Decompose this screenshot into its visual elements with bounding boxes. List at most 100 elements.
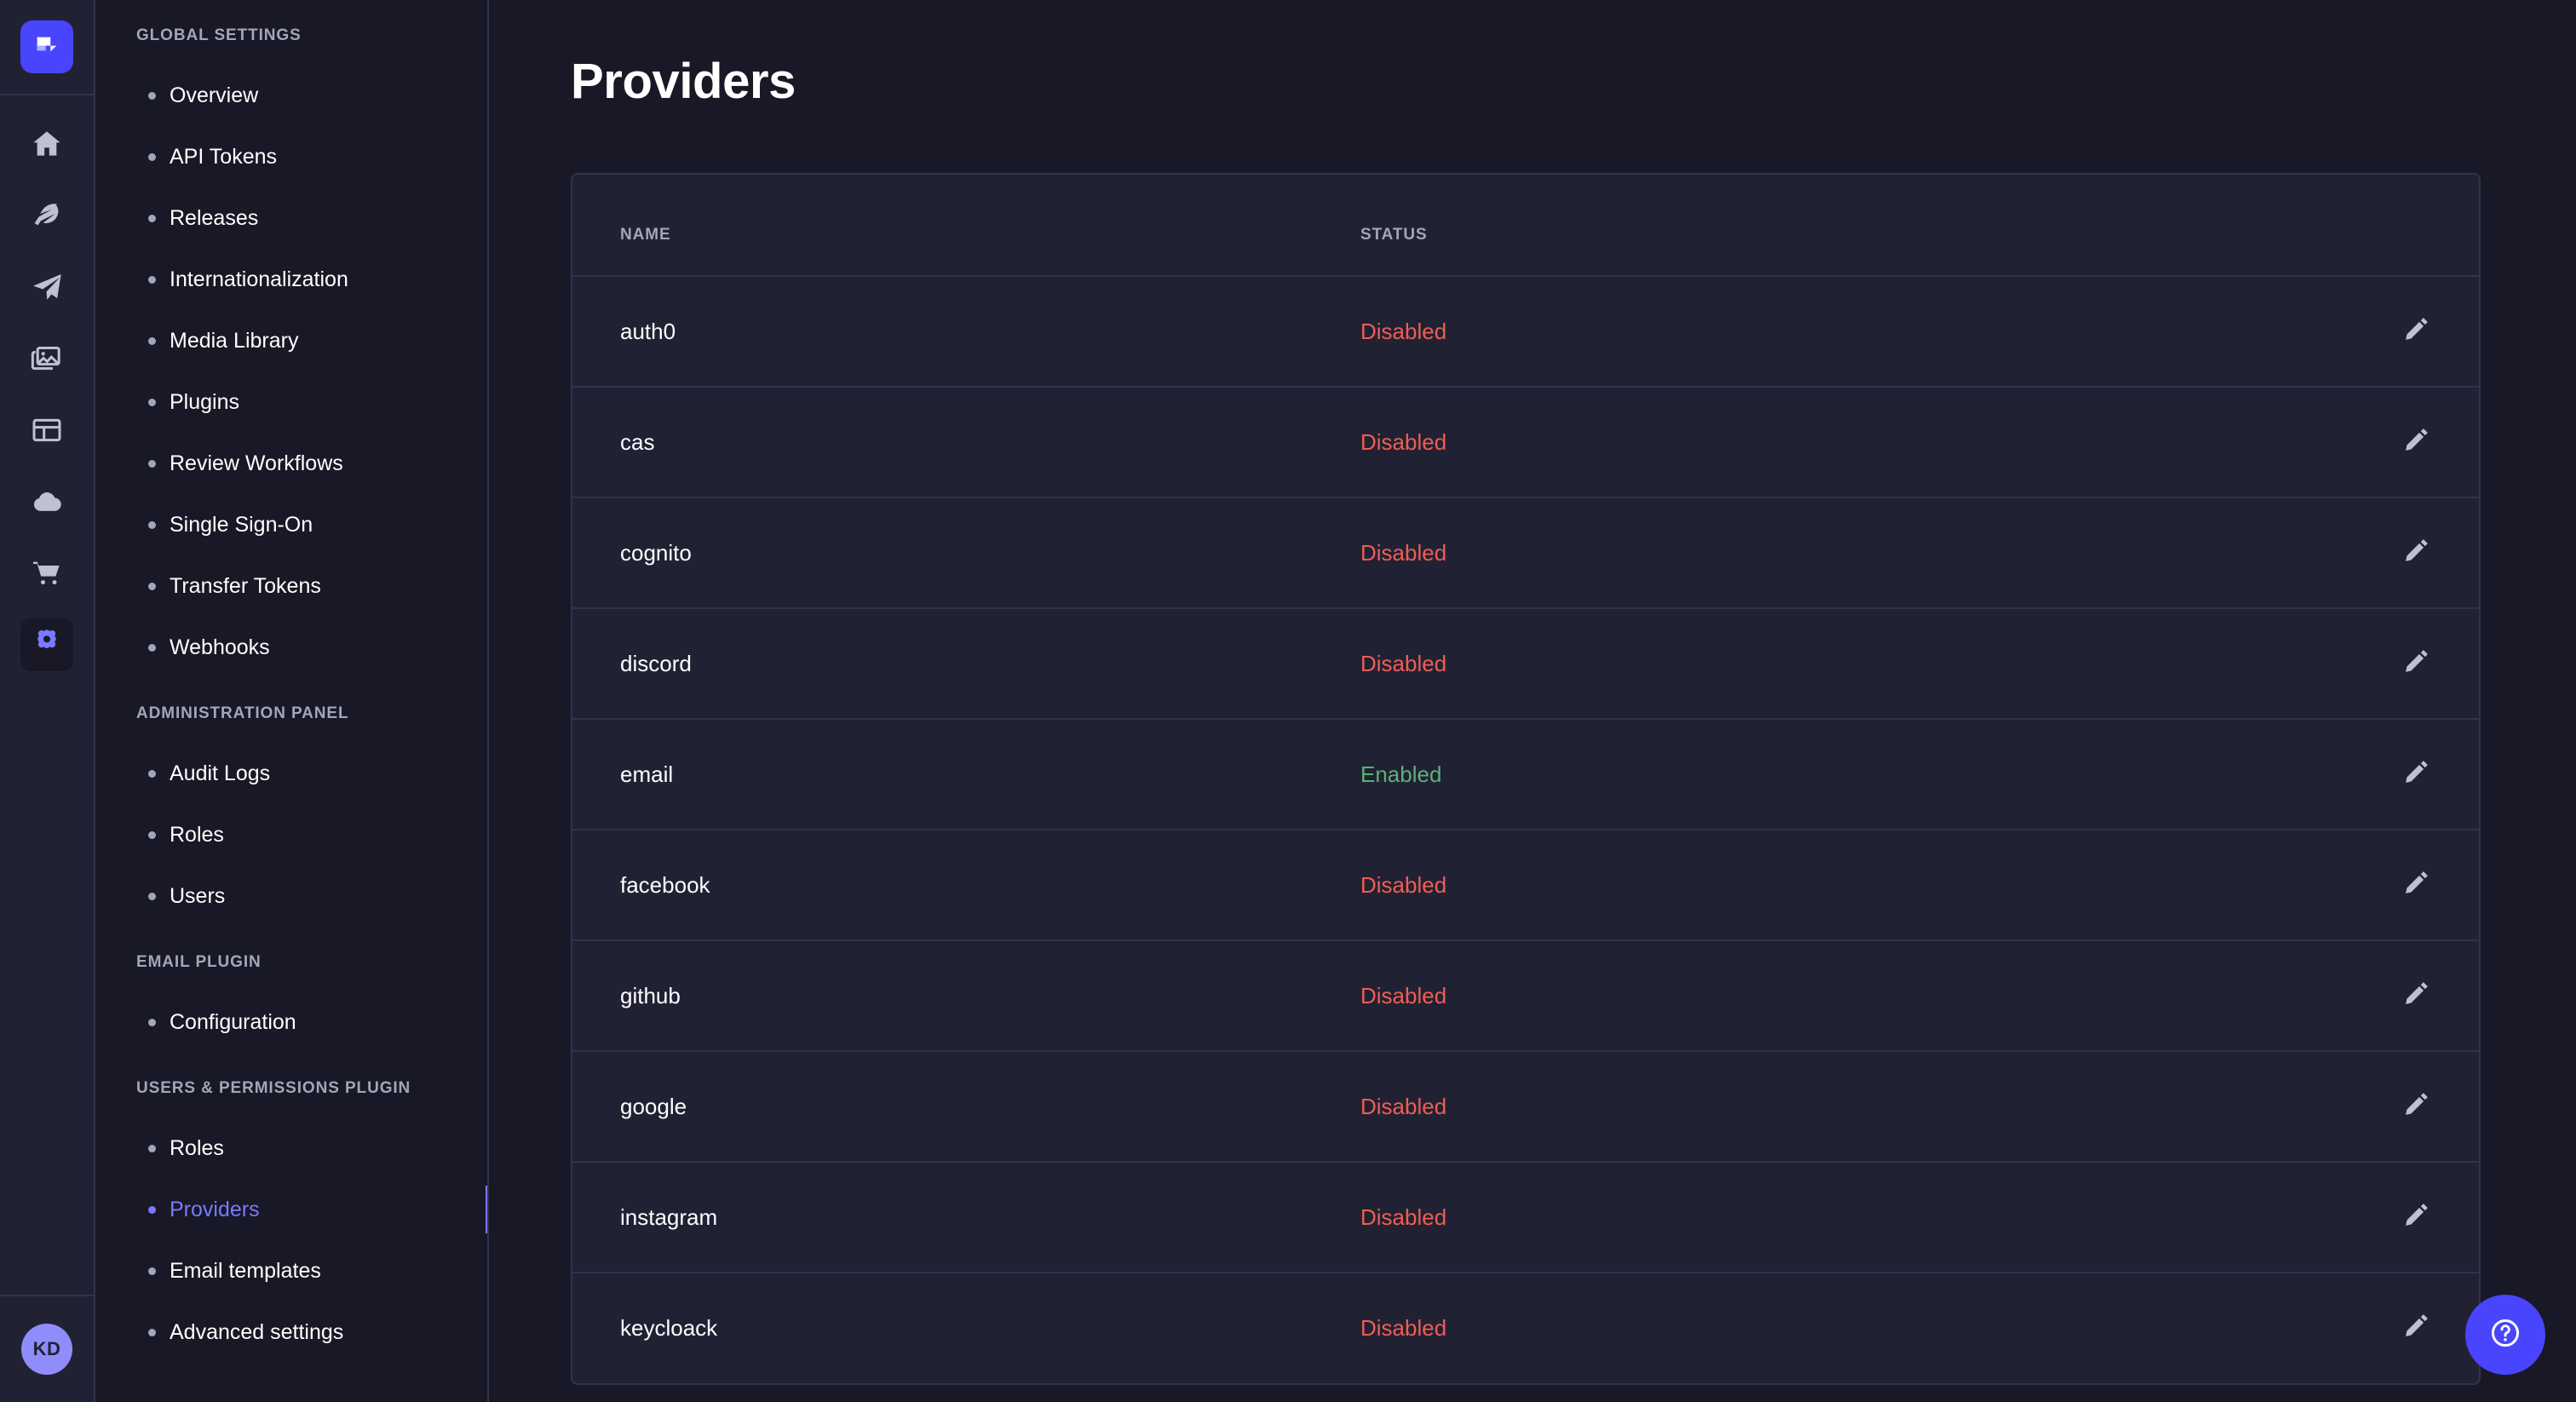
sidebar-item-single-sign-on[interactable]: Single Sign-On (95, 494, 487, 555)
pencil-icon[interactable] (2402, 1311, 2431, 1346)
provider-status-badge: Disabled (1360, 275, 2323, 387)
provider-name-cell: instagram (572, 1161, 1360, 1273)
sidebar-item-label: Overview (170, 83, 259, 107)
provider-name-cell: discord (572, 607, 1360, 719)
sidebar-item-transfer-tokens[interactable]: Transfer Tokens (95, 555, 487, 617)
bullet-icon (148, 769, 156, 778)
sidebar-item-label: Providers (170, 1197, 260, 1221)
table-head: Name Status (572, 175, 2479, 276)
provider-status-badge: Enabled (1360, 718, 2323, 830)
table-row[interactable]: discord Disabled (572, 607, 2479, 719)
provider-status-badge: Disabled (1360, 1161, 2323, 1273)
user-menu[interactable]: KD (0, 1295, 94, 1402)
home-icon[interactable] (20, 118, 73, 170)
edit-provider-button[interactable] (2323, 275, 2479, 387)
cart-icon[interactable] (20, 547, 73, 600)
main-icon-rail: KD (0, 0, 95, 1402)
edit-provider-button[interactable] (2323, 1050, 2479, 1162)
page-title: Providers (571, 54, 796, 109)
table-row[interactable]: github Disabled (572, 939, 2479, 1051)
edit-provider-button[interactable] (2323, 1272, 2479, 1383)
table-row[interactable]: cognito Disabled (572, 497, 2479, 608)
edit-provider-button[interactable] (2323, 718, 2479, 830)
bullet-icon (148, 152, 156, 161)
nav-list-email-plugin: Configuration (95, 991, 487, 1053)
sidebar-item-label: Media Library (170, 328, 299, 353)
bullet-icon (148, 336, 156, 345)
strapi-logo-icon[interactable] (20, 20, 73, 73)
table-row[interactable]: google Disabled (572, 1050, 2479, 1162)
gear-icon (30, 626, 64, 664)
pencil-icon[interactable] (2402, 536, 2431, 571)
sidebar-item-plugins[interactable]: Plugins (95, 371, 487, 433)
bullet-icon (148, 582, 156, 590)
sidebar-item-media-library[interactable]: Media Library (95, 310, 487, 371)
rail-items (20, 95, 73, 1295)
sidebar-item-label: Email templates (170, 1258, 321, 1283)
sidebar-item-label: Plugins (170, 389, 239, 414)
paper-plane-icon[interactable] (20, 261, 73, 313)
pencil-icon[interactable] (2402, 425, 2431, 460)
edit-provider-button[interactable] (2323, 497, 2479, 608)
sidebar-item-providers[interactable]: Providers (95, 1179, 487, 1240)
main-content: Providers Name Status auth0 Disabled cas Di… (489, 0, 2576, 1402)
sidebar-item-review-workflows[interactable]: Review Workflows (95, 433, 487, 494)
sidebar-item-overview[interactable]: Overview (95, 65, 487, 126)
bullet-icon (148, 520, 156, 529)
provider-status-badge: Disabled (1360, 829, 2323, 940)
bullet-icon (148, 459, 156, 468)
table-row[interactable]: email Enabled (572, 718, 2479, 830)
pencil-icon[interactable] (2402, 979, 2431, 1014)
nav-section-title-global-settings: GLOBAL SETTINGS (136, 26, 302, 44)
bullet-icon (148, 1267, 156, 1275)
sidebar-item-up-roles[interactable]: Roles (95, 1118, 487, 1179)
table-row[interactable]: cas Disabled (572, 386, 2479, 497)
sidebar-item-settings[interactable] (20, 618, 73, 671)
pencil-icon[interactable] (2402, 757, 2431, 792)
avatar[interactable]: KD (21, 1324, 72, 1375)
nav-list-administration-panel: Audit Logs Roles Users (95, 743, 487, 927)
edit-provider-button[interactable] (2323, 1161, 2479, 1273)
settings-subnav: GLOBAL SETTINGS Overview API Tokens Rele… (95, 0, 489, 1402)
logo-container[interactable] (0, 0, 94, 95)
edit-provider-button[interactable] (2323, 939, 2479, 1051)
help-button[interactable] (2465, 1295, 2545, 1375)
table-row[interactable]: instagram Disabled (572, 1161, 2479, 1273)
edit-provider-button[interactable] (2323, 607, 2479, 719)
pencil-icon[interactable] (2402, 646, 2431, 681)
bullet-icon (148, 830, 156, 839)
sidebar-item-admin-users[interactable]: Users (95, 865, 487, 927)
images-icon[interactable] (20, 332, 73, 385)
sidebar-item-configuration[interactable]: Configuration (95, 991, 487, 1053)
provider-name-cell: google (572, 1050, 1360, 1162)
sidebar-item-label: Transfer Tokens (170, 573, 321, 598)
edit-provider-button[interactable] (2323, 829, 2479, 940)
sidebar-item-audit-logs[interactable]: Audit Logs (95, 743, 487, 804)
sidebar-item-webhooks[interactable]: Webhooks (95, 617, 487, 678)
provider-status-badge: Disabled (1360, 386, 2323, 497)
pencil-icon[interactable] (2402, 314, 2431, 349)
layout-icon[interactable] (20, 404, 73, 457)
sidebar-item-email-templates[interactable]: Email templates (95, 1240, 487, 1301)
sidebar-item-advanced-settings[interactable]: Advanced settings (95, 1301, 487, 1363)
pencil-icon[interactable] (2402, 1089, 2431, 1124)
table-row[interactable]: auth0 Disabled (572, 275, 2479, 387)
feather-icon[interactable] (20, 189, 73, 242)
sidebar-item-label: Advanced settings (170, 1319, 344, 1344)
sidebar-item-label: Configuration (170, 1009, 296, 1034)
table-row[interactable]: facebook Disabled (572, 829, 2479, 940)
sidebar-item-api-tokens[interactable]: API Tokens (95, 126, 487, 187)
pencil-icon[interactable] (2402, 1200, 2431, 1235)
table-row[interactable]: keycloack Disabled (572, 1272, 2479, 1383)
pencil-icon[interactable] (2402, 868, 2431, 903)
cloud-icon[interactable] (20, 475, 73, 528)
sidebar-item-admin-roles[interactable]: Roles (95, 804, 487, 865)
provider-name-cell: facebook (572, 829, 1360, 940)
edit-provider-button[interactable] (2323, 386, 2479, 497)
sidebar-item-internationalization[interactable]: Internationalization (95, 249, 487, 310)
sidebar-item-releases[interactable]: Releases (95, 187, 487, 249)
sidebar-item-label: Webhooks (170, 635, 270, 659)
provider-status-badge: Disabled (1360, 497, 2323, 608)
nav-section-title-administration-panel: ADMINISTRATION PANEL (136, 704, 349, 722)
